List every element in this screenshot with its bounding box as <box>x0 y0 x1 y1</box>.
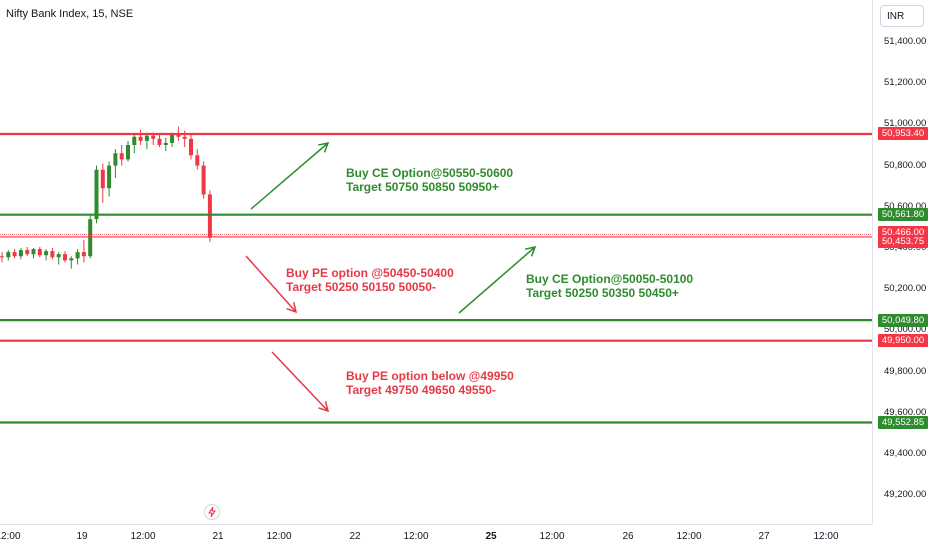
candle-body[interactable] <box>88 219 93 257</box>
trend-arrow[interactable] <box>458 245 537 314</box>
price-tick-label: 50,200.00 <box>884 283 927 295</box>
candle-body[interactable] <box>69 258 74 261</box>
level-price-tag: 49,950.00 <box>878 334 928 348</box>
price-tick-label: 51,000.00 <box>884 118 927 130</box>
price-axis[interactable] <box>872 0 932 524</box>
annotation-line: Buy PE option below @49950 <box>346 369 514 383</box>
candle-body[interactable] <box>31 249 36 255</box>
annotation-line: Target 50250 50150 50050- <box>286 280 436 294</box>
candle-body[interactable] <box>37 249 42 256</box>
annotation-line: Target 49750 49650 49550- <box>346 383 496 397</box>
candle-body[interactable] <box>63 254 67 261</box>
level-price-tag: 50,953.40 <box>878 127 928 141</box>
candle-body[interactable] <box>56 254 61 258</box>
candle-body[interactable] <box>75 252 80 259</box>
annotation-line: Buy CE Option@50550-50600 <box>346 166 514 180</box>
annotation-buy-pe-2: Buy PE option below @49950 Target 49750 … <box>346 369 514 397</box>
candle-body[interactable] <box>163 142 168 145</box>
annotation-buy-pe-1: Buy PE option @50450-50400 Target 50250 … <box>286 266 454 294</box>
candle-body[interactable] <box>81 252 86 257</box>
candle-body[interactable] <box>176 134 181 137</box>
candle-body[interactable] <box>113 153 118 166</box>
price-tick-label: 49,600.00 <box>884 406 927 418</box>
candle-body[interactable] <box>195 155 200 166</box>
candle-body[interactable] <box>132 136 137 145</box>
symbol-title: Nifty Bank Index, 15, NSE <box>6 8 134 20</box>
time-tick-label: 12:00 <box>130 531 156 542</box>
candle-body[interactable] <box>50 251 55 258</box>
time-tick-label: 25 <box>485 531 497 542</box>
annotation-buy-ce-1: Buy CE Option@50550-50600 Target 50750 5… <box>346 166 513 194</box>
price-tick-label: 50,800.00 <box>884 159 927 171</box>
trend-arrow[interactable] <box>271 351 330 413</box>
annotation-line: Target 50250 50350 50450+ <box>526 286 679 300</box>
price-tick-label: 49,200.00 <box>884 489 927 501</box>
candle-body[interactable] <box>18 250 23 257</box>
candle-body[interactable] <box>107 165 112 189</box>
candle-body[interactable] <box>119 153 124 160</box>
candle-body[interactable] <box>182 136 187 139</box>
time-tick-label: 21 <box>212 531 224 542</box>
time-axis[interactable] <box>0 524 872 551</box>
candle-body[interactable] <box>157 138 162 145</box>
trend-arrow[interactable] <box>245 255 298 314</box>
price-tick-label: 50,000.00 <box>884 324 927 336</box>
time-tick-label: 12:00 <box>813 531 839 542</box>
level-price-tag: 49,552.85 <box>878 416 928 429</box>
candle-body[interactable] <box>201 165 206 195</box>
time-tick-label: 12:00 <box>266 531 292 542</box>
level-price-tag: 50,453.75 <box>878 235 928 249</box>
candle-body[interactable] <box>207 194 212 238</box>
price-tick-label: 49,800.00 <box>884 365 927 377</box>
time-tick-label: 19 <box>76 531 88 542</box>
time-tick-label: 12:00 <box>676 531 702 542</box>
currency-selector[interactable]: INR <box>880 5 924 27</box>
candle-body[interactable] <box>151 135 156 139</box>
annotation-buy-ce-2: Buy CE Option@50050-50100 Target 50250 5… <box>526 272 693 300</box>
candle-body[interactable] <box>94 169 99 220</box>
level-price-tag: 50,561.80 <box>878 208 928 222</box>
price-tick-label: 49,400.00 <box>884 448 927 459</box>
time-tick-label: 26 <box>622 531 634 542</box>
candle-body[interactable] <box>189 138 193 156</box>
level-price-tag: 50,049.80 <box>878 313 928 327</box>
annotation-line: Buy PE option @50450-50400 <box>286 266 454 280</box>
candle-body[interactable] <box>138 136 143 141</box>
time-tick-label: 12:00 <box>539 531 565 542</box>
annotation-line: Buy CE Option@50050-50100 <box>526 272 694 286</box>
time-tick-label: 12:00 <box>0 531 21 542</box>
lightning-icon[interactable] <box>204 504 220 520</box>
candlestick-chart[interactable] <box>0 0 872 524</box>
candle-body[interactable] <box>6 252 11 258</box>
price-tick-label: 51,400.00 <box>884 36 927 47</box>
candle-body[interactable] <box>25 250 30 255</box>
candle-body[interactable] <box>0 256 4 258</box>
time-tick-label: 12:00 <box>403 531 429 542</box>
candle-body[interactable] <box>170 134 175 143</box>
trend-arrow[interactable] <box>250 141 330 210</box>
price-tick-label: 50,600.00 <box>884 200 927 212</box>
candle-body[interactable] <box>44 251 49 256</box>
candle-body[interactable] <box>12 252 17 257</box>
chart-area[interactable]: Nifty Bank Index, 15, NSE Buy CE Option@… <box>0 0 872 524</box>
candle-body[interactable] <box>100 169 105 189</box>
candle-body[interactable] <box>126 145 130 160</box>
time-tick-label: 27 <box>758 531 770 542</box>
price-tick-label: 51,200.00 <box>884 77 927 89</box>
candle-body[interactable] <box>144 135 149 141</box>
annotation-line: Target 50750 50850 50950+ <box>346 180 499 194</box>
time-tick-label: 22 <box>349 531 361 542</box>
